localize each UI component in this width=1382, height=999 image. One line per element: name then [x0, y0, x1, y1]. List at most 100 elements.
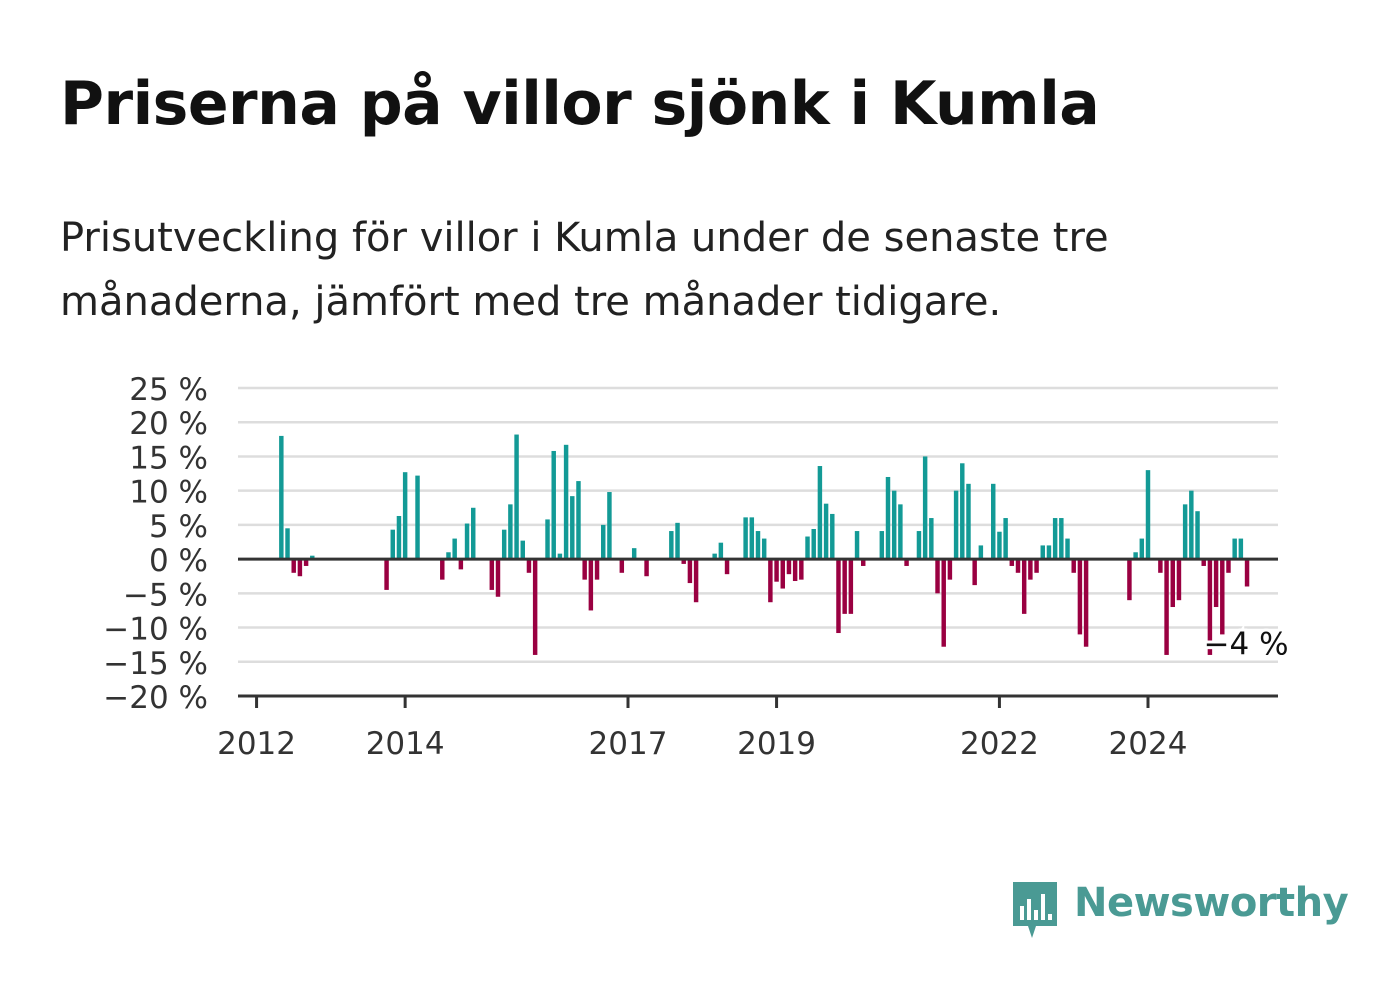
bar: [681, 559, 686, 564]
brand-name: Newsworthy: [1074, 880, 1349, 926]
bar: [830, 513, 835, 560]
bar: [303, 559, 309, 566]
bar: [576, 481, 581, 560]
bar: [693, 559, 699, 603]
bar: [675, 522, 680, 560]
bar: [712, 553, 717, 560]
bar: [1077, 559, 1083, 635]
x-tick-label: 2014: [366, 726, 445, 762]
bar: [607, 492, 612, 560]
y-tick-label: −10 %: [103, 612, 208, 648]
bar: [1189, 490, 1194, 560]
bar: [1065, 538, 1070, 560]
annotation: −4 %: [1201, 623, 1292, 665]
bar: [1226, 559, 1231, 573]
bar: [1195, 511, 1200, 560]
bar: [601, 524, 606, 560]
chart-subtitle: Prisutveckling för villor i Kumla under …: [60, 215, 1109, 325]
bar: [514, 434, 519, 560]
bar: [508, 504, 513, 560]
bar: [415, 475, 420, 560]
y-tick-label: −20 %: [103, 680, 208, 716]
bar: [1164, 559, 1169, 655]
bar: [1145, 470, 1151, 560]
bar: [749, 517, 755, 560]
bar: [1040, 545, 1045, 560]
x-tick-label: 2012: [217, 726, 296, 762]
bar: [947, 559, 953, 580]
bar: [805, 536, 810, 560]
x-tick-label: 2024: [1109, 726, 1188, 762]
bar: [960, 463, 965, 560]
x-tick-label: 2022: [960, 726, 1039, 762]
bar: [935, 559, 940, 594]
y-tick-label: 0 %: [149, 543, 208, 579]
bar: [861, 559, 866, 566]
bar: [390, 529, 395, 560]
bar: [551, 450, 556, 560]
bar: [384, 559, 389, 590]
bar: [1170, 559, 1175, 608]
bar: [310, 555, 315, 560]
bar-chart: 25 %20 %15 %10 %5 %0 %−5 %−10 %−15 %−20 …: [103, 372, 1292, 762]
bar: [297, 559, 303, 577]
bar: [619, 559, 625, 573]
bar: [755, 531, 761, 560]
bar: [489, 559, 495, 590]
bar: [1071, 559, 1076, 573]
bar: [836, 559, 841, 634]
bar: [842, 559, 847, 614]
bar: [687, 559, 693, 584]
bar: [588, 559, 594, 611]
bar: [1021, 559, 1027, 614]
bar: [1009, 559, 1015, 566]
bar: [966, 483, 971, 560]
bar: [1015, 559, 1021, 573]
bar: [774, 559, 779, 582]
bar: [743, 517, 748, 560]
bar: [1220, 559, 1225, 635]
bar: [1003, 518, 1008, 560]
bar: [953, 490, 959, 560]
bars: [279, 434, 1250, 655]
bar: [1052, 518, 1058, 560]
y-axis-ticks: 25 %20 %15 %10 %5 %0 %−5 %−10 %−15 %−20 …: [103, 372, 208, 716]
bar: [978, 545, 984, 560]
bar: [594, 559, 600, 580]
bar: [922, 456, 928, 560]
x-tick-label: 2019: [737, 726, 816, 762]
bar: [929, 518, 934, 560]
bar: [291, 559, 296, 573]
bar: [898, 504, 903, 560]
bar: [1083, 559, 1089, 647]
bar: [1139, 538, 1145, 560]
bar: [885, 476, 891, 560]
bar: [724, 559, 730, 575]
bar: [285, 528, 290, 560]
newsworthy-bar-chart-logo-icon: [1013, 882, 1057, 938]
bar: [471, 507, 476, 560]
bar: [792, 559, 798, 582]
y-tick-label: 15 %: [129, 440, 208, 476]
bar: [440, 559, 445, 580]
bar: [402, 472, 408, 560]
bar: [768, 559, 773, 603]
gridlines: [238, 386, 1278, 664]
bar: [780, 559, 785, 589]
bar: [997, 531, 1002, 560]
bar: [848, 559, 854, 614]
bar: [1238, 538, 1244, 560]
bar: [1133, 552, 1138, 560]
bar: [823, 503, 829, 560]
bar: [501, 529, 507, 560]
brand-logo: Newsworthy: [1010, 880, 1349, 940]
bar: [526, 559, 532, 573]
bar: [279, 435, 284, 560]
bar: [631, 548, 637, 560]
bar: [1046, 545, 1052, 560]
bar: [669, 531, 674, 560]
bar: [570, 496, 575, 560]
bar: [1182, 504, 1188, 560]
x-tick-label: 2017: [589, 726, 668, 762]
bar: [1213, 559, 1219, 608]
